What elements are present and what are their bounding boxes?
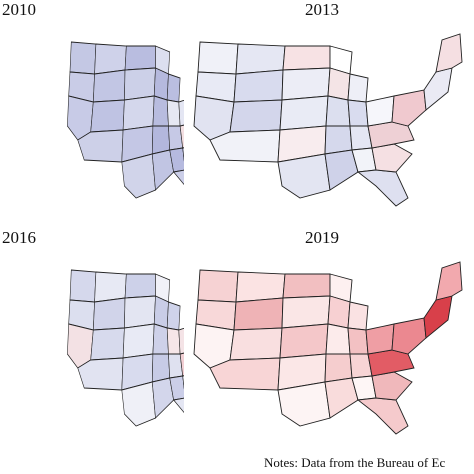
state-region [356, 169, 409, 207]
state-region [281, 67, 331, 101]
state-region [121, 153, 156, 199]
state-region [365, 323, 395, 355]
state-region [327, 67, 351, 101]
state-region [324, 377, 359, 419]
state-region [166, 99, 181, 127]
state-region [152, 95, 169, 127]
state-region [153, 295, 169, 329]
state-region [90, 99, 125, 133]
state-region [325, 95, 351, 127]
us-choropleth-map-2019 [193, 261, 463, 435]
state-region [122, 323, 155, 359]
state-region [166, 301, 181, 331]
state-region [365, 95, 395, 127]
state-region [423, 67, 453, 111]
state-region [229, 99, 283, 133]
state-region [435, 261, 463, 301]
state-region [124, 67, 156, 101]
state-region [69, 41, 97, 75]
state-region [124, 295, 156, 329]
state-region [94, 271, 127, 303]
state-region [327, 295, 351, 329]
state-region [277, 381, 331, 427]
state-region [122, 95, 155, 131]
state-region [347, 301, 369, 331]
state-region [423, 295, 453, 339]
state-region [282, 45, 331, 71]
state-region [151, 149, 174, 191]
us-choropleth-map-2013 [193, 33, 463, 207]
state-region [235, 43, 286, 75]
state-region [151, 125, 171, 155]
state-region [197, 269, 239, 303]
state-region [279, 95, 329, 131]
state-region [347, 73, 369, 103]
state-region [121, 381, 156, 427]
state-region [391, 317, 427, 355]
state-region [233, 69, 284, 103]
state-region [90, 327, 125, 361]
state-region [166, 73, 181, 103]
state-region [324, 125, 353, 155]
state-region [166, 327, 181, 355]
state-region [124, 45, 156, 71]
state-region [281, 295, 331, 329]
state-region [179, 352, 184, 377]
state-region [92, 69, 126, 103]
state-region [391, 89, 427, 127]
state-region [197, 41, 239, 75]
state-region [94, 43, 127, 75]
state-region [152, 323, 169, 355]
panel-title-2010: 2010 [2, 0, 36, 19]
state-region [124, 273, 156, 299]
state-region [435, 33, 463, 73]
state-region [172, 397, 184, 414]
state-region [182, 147, 184, 162]
state-region [182, 375, 184, 390]
state-region [277, 153, 331, 199]
us-choropleth-map-2016 [67, 269, 184, 427]
state-region [229, 327, 283, 361]
state-region [178, 99, 184, 127]
panel-title-2013: 2013 [305, 0, 339, 19]
state-region [153, 67, 169, 101]
state-region [356, 397, 409, 435]
panel-title-2019: 2019 [305, 228, 339, 247]
state-region [169, 375, 184, 401]
state-region [371, 371, 413, 401]
panel-title-2016: 2016 [2, 228, 36, 247]
notes-caption: Notes: Data from the Bureau of Ec [264, 455, 446, 470]
state-region [169, 147, 184, 173]
state-region [179, 124, 184, 149]
state-region [92, 297, 126, 331]
state-region [325, 323, 351, 355]
state-region [235, 271, 286, 303]
state-region [172, 169, 184, 186]
state-region [178, 327, 184, 355]
state-region [324, 149, 359, 191]
state-region [347, 327, 369, 355]
state-region [282, 273, 331, 299]
state-region [371, 143, 413, 173]
state-region [233, 297, 284, 331]
state-region [151, 353, 171, 383]
us-choropleth-map-2010 [67, 41, 184, 199]
state-region [151, 377, 174, 419]
state-region [279, 323, 329, 359]
state-region [69, 269, 97, 303]
state-region [324, 353, 353, 383]
state-region [347, 99, 369, 127]
